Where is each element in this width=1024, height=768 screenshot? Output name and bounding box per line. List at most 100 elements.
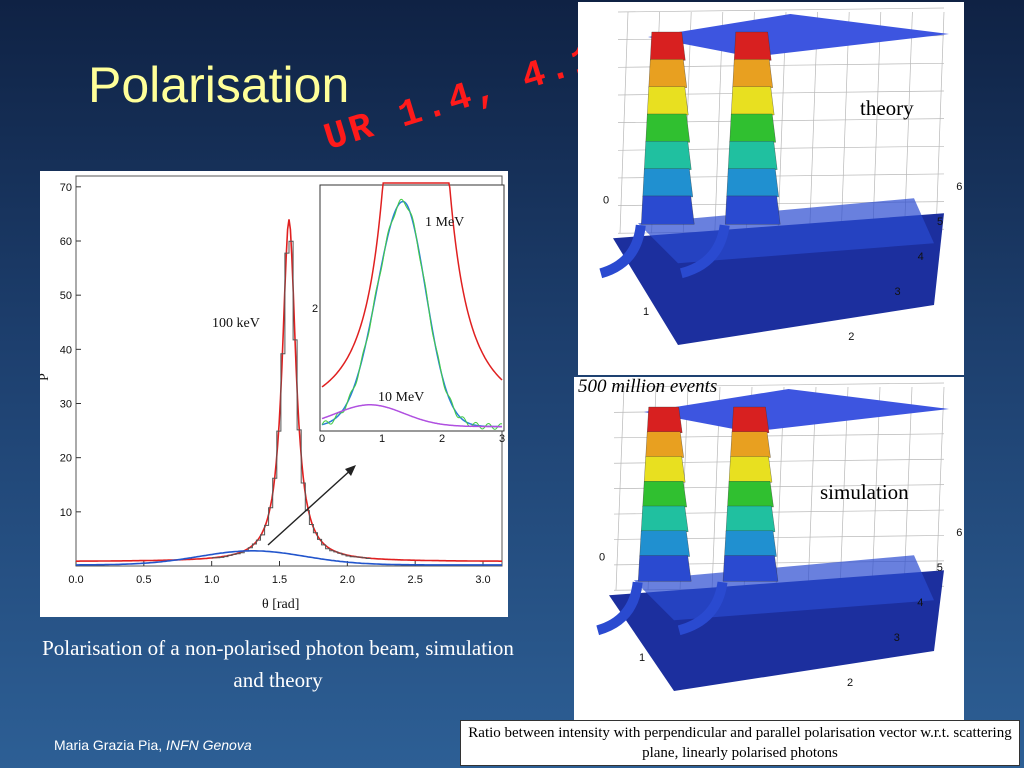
inset-10mev-line bbox=[321, 404, 502, 428]
zoom-arrowhead bbox=[345, 465, 356, 476]
ridge-band bbox=[732, 59, 773, 88]
events-label: 500 million events bbox=[578, 376, 718, 397]
ridge-band bbox=[728, 141, 778, 170]
surface-tick: 3 bbox=[895, 286, 901, 298]
series-100kev-histogram bbox=[211, 240, 371, 559]
ridge-band bbox=[641, 505, 689, 532]
y-tick-label: 70 bbox=[60, 182, 72, 194]
theory-surface-plot: 0 1 2 3 4 5 6 bbox=[578, 2, 964, 375]
surface-tick: 6 bbox=[956, 181, 962, 193]
y-tick-label: 30 bbox=[60, 399, 72, 411]
ridge-band bbox=[725, 505, 776, 532]
y-tick-label: 60 bbox=[60, 236, 72, 248]
inset-x-tick-label: 2 bbox=[439, 433, 445, 445]
surface-tick: 2 bbox=[848, 331, 854, 343]
ridge-band bbox=[729, 113, 776, 143]
ridge-band bbox=[730, 431, 771, 458]
surface-floor-shade bbox=[638, 198, 934, 264]
ridge-band bbox=[731, 406, 770, 433]
surface-tick: 1 bbox=[639, 652, 645, 664]
ridge-band bbox=[724, 530, 777, 557]
ridge-band bbox=[644, 456, 686, 483]
surface-floor-shade bbox=[634, 555, 934, 621]
ridge-band bbox=[727, 481, 774, 508]
surface-tick: 3 bbox=[894, 632, 900, 644]
footer: Maria Grazia Pia, INFN Genova bbox=[54, 737, 252, 753]
y-tick-label: 20 bbox=[60, 453, 72, 465]
figure-caption: Polarisation of a non-polarised photon b… bbox=[42, 636, 514, 692]
surface-plateau bbox=[648, 14, 949, 57]
ridge-band bbox=[639, 530, 690, 557]
inset-plot: 1 MeV 10 MeV 2 0 1 2 3 bbox=[312, 182, 505, 445]
grid-line bbox=[872, 11, 882, 234]
y-tick-label: 40 bbox=[60, 344, 72, 356]
inset-1mev-sim-line bbox=[321, 198, 503, 430]
surface-tick: 5 bbox=[937, 216, 943, 228]
ridge-band bbox=[648, 59, 687, 88]
ridge-band bbox=[728, 456, 773, 483]
ridge-band bbox=[645, 113, 690, 143]
surface-tick: 1 bbox=[643, 306, 649, 318]
surface-tick: 5 bbox=[937, 562, 943, 574]
ridge-band bbox=[650, 31, 686, 61]
grid-line bbox=[935, 386, 945, 591]
y-tick-label: 50 bbox=[60, 290, 72, 302]
x-tick-label: 1.5 bbox=[272, 574, 287, 586]
ridge-foot bbox=[596, 581, 643, 636]
inset-red-line bbox=[321, 182, 503, 388]
ridge-foot bbox=[599, 224, 646, 279]
ridge-band bbox=[642, 481, 687, 508]
inset-x-tick-label: 3 bbox=[499, 433, 505, 445]
surface-plateau bbox=[644, 389, 949, 432]
slide-title: Polarisation bbox=[88, 57, 350, 113]
ridge-foot bbox=[677, 581, 728, 636]
theory-surface: 0 1 2 3 4 5 6 bbox=[599, 7, 962, 345]
grid-line bbox=[839, 386, 849, 591]
ridge-band bbox=[642, 168, 693, 198]
inset-1mev-line bbox=[321, 200, 502, 428]
series-low-line bbox=[76, 550, 502, 566]
x-tick-label: 2.0 bbox=[340, 574, 355, 586]
zoom-arrow bbox=[267, 467, 354, 546]
x-tick-label: 1.0 bbox=[204, 574, 219, 586]
ridge-band bbox=[645, 431, 684, 458]
ridge-band bbox=[647, 86, 689, 116]
ridge-band bbox=[731, 86, 775, 116]
simulation-label: simulation bbox=[820, 480, 909, 504]
ridge-band bbox=[722, 555, 779, 582]
inset-label-10mev: 10 MeV bbox=[378, 390, 424, 405]
surface-tick: 4 bbox=[918, 251, 924, 263]
reference-stamp: UR 1.4, 4.1 bbox=[319, 36, 604, 161]
theory-label: theory bbox=[860, 96, 914, 120]
inset-x-tick-label: 0 bbox=[319, 433, 325, 445]
grid-line bbox=[617, 7, 945, 13]
inset-label-1mev: 1 MeV bbox=[425, 215, 464, 230]
x-tick-label: 3.0 bbox=[475, 574, 490, 586]
inset-frame bbox=[319, 184, 505, 432]
grid-line bbox=[840, 11, 850, 234]
x-tick-label: 0.5 bbox=[136, 574, 151, 586]
grid-line bbox=[935, 11, 945, 234]
simulation-surface: 0 1 2 3 4 5 6 bbox=[596, 382, 962, 691]
x-axis-label: θ [rad] bbox=[262, 597, 299, 612]
surface-tick: 2 bbox=[847, 677, 853, 689]
ridge-band bbox=[734, 31, 772, 61]
ridge-band bbox=[641, 195, 695, 225]
x-tick-label: 2.5 bbox=[408, 574, 423, 586]
grid-line bbox=[613, 382, 945, 388]
series-100kev-line bbox=[76, 219, 502, 562]
y-axis-label: P bbox=[40, 373, 52, 381]
footer-org: INFN Genova bbox=[166, 737, 252, 753]
ridge-band bbox=[638, 555, 692, 582]
caption-box: Ratio between intensity with perpendicul… bbox=[460, 720, 1020, 766]
inset-ytick: 2 bbox=[312, 303, 318, 315]
surface-tick: 6 bbox=[956, 527, 962, 539]
y-tick-label: 10 bbox=[60, 507, 72, 519]
ridge-band bbox=[647, 406, 683, 433]
footer-author: Maria Grazia Pia, bbox=[54, 737, 167, 753]
inset-x-tick-label: 1 bbox=[379, 433, 385, 445]
surface-tick: 4 bbox=[917, 597, 923, 609]
ridge-band bbox=[726, 168, 779, 198]
